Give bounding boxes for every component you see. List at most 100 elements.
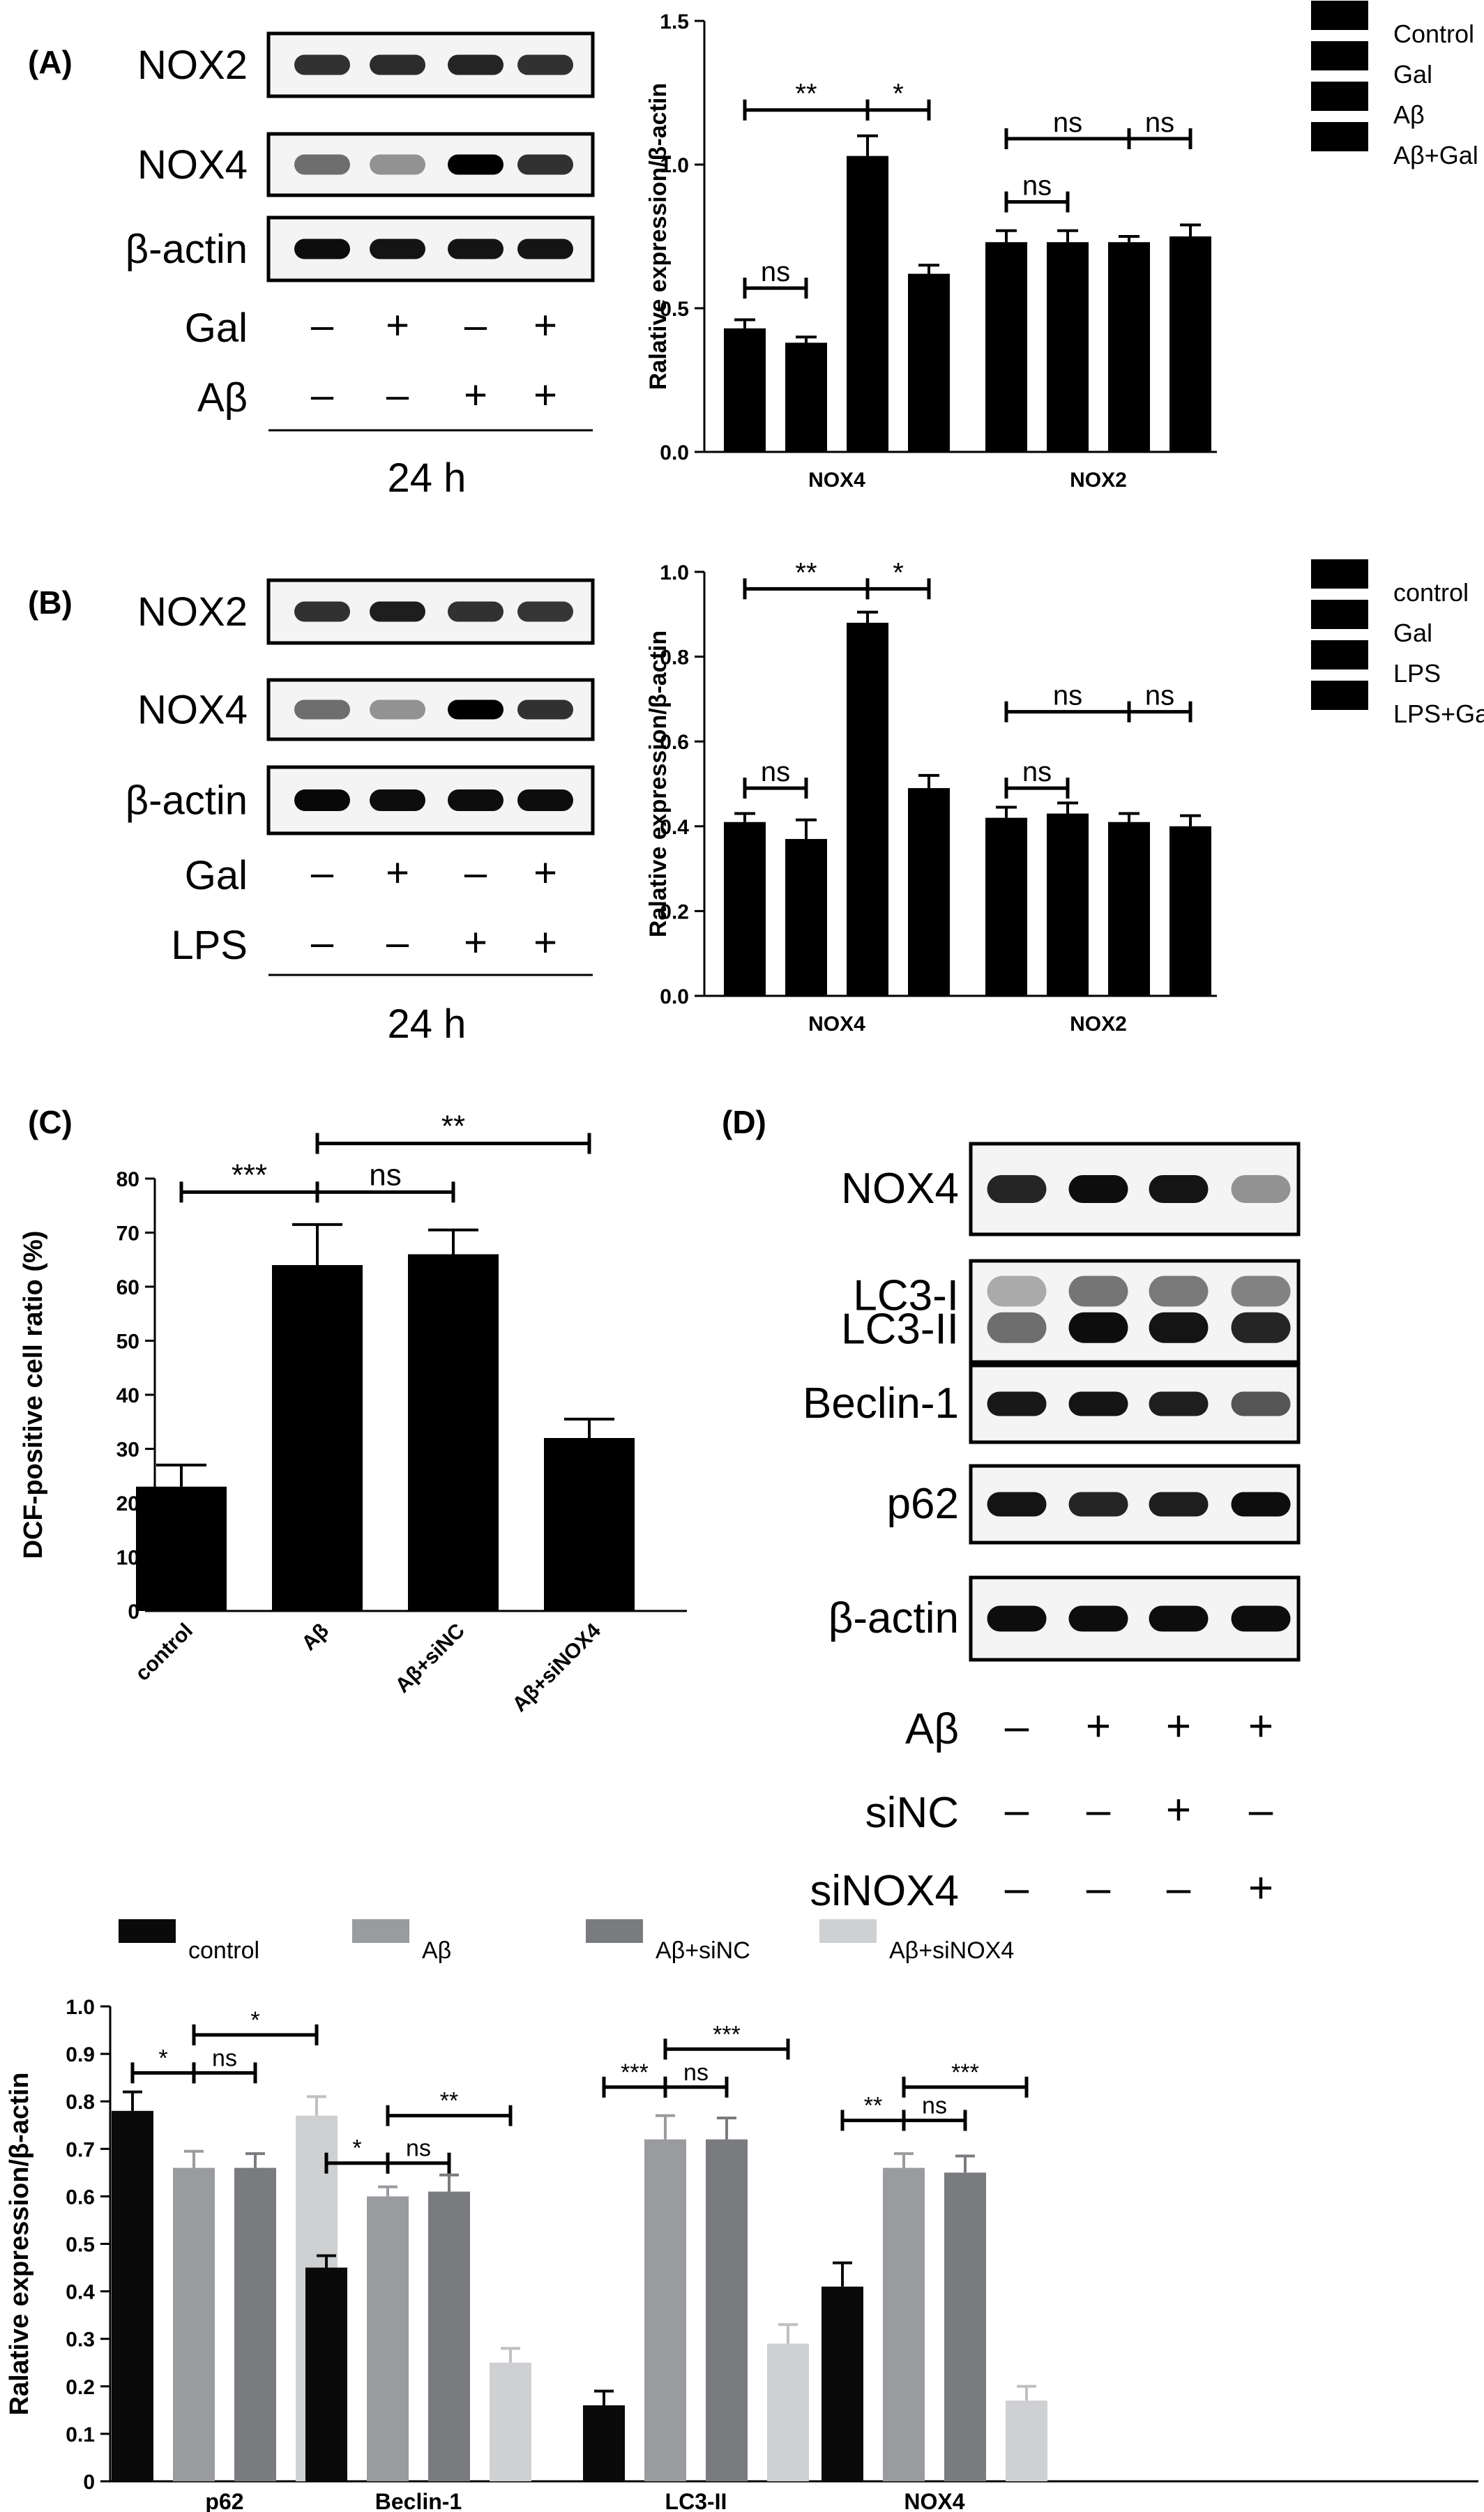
treatment-sign: – xyxy=(464,850,487,895)
treatment-label: Aβ xyxy=(905,1705,959,1753)
legend-swatch xyxy=(1311,41,1368,70)
treatment-sign: – xyxy=(1086,1864,1111,1912)
y-tick-label: 0.7 xyxy=(66,2138,95,2161)
western-blot-a: NOX2 NOX4 β-actin Gal – + – + Aβ – – + + xyxy=(126,31,595,432)
treatment-label: Gal xyxy=(185,305,248,351)
blot-band xyxy=(1231,1391,1291,1416)
blot-band xyxy=(517,601,573,622)
treatment-sign: – xyxy=(1005,1702,1029,1750)
y-tick-label: 80 xyxy=(116,1168,139,1191)
chart-bar xyxy=(821,2286,863,2481)
treatment-sign: – xyxy=(1249,1786,1273,1834)
chart-bar xyxy=(706,2139,748,2481)
chart-bar xyxy=(767,2343,809,2481)
legend-label: Gal xyxy=(1393,60,1432,89)
chart-bar xyxy=(136,1486,227,1611)
chart-bar xyxy=(724,822,766,996)
blot-band xyxy=(370,789,425,811)
blot-band xyxy=(987,1276,1047,1307)
blot-band xyxy=(517,154,573,175)
blot-row-label: LC3-I xyxy=(853,1272,959,1320)
blot-b-time-label: 24 h xyxy=(388,1001,467,1047)
blot-band xyxy=(1068,1276,1128,1307)
blot-band xyxy=(1149,1605,1209,1632)
significance-label: ** xyxy=(795,79,817,109)
legend-swatch xyxy=(1311,122,1368,151)
legend-swatch xyxy=(1311,1,1368,30)
chart-bar xyxy=(1047,813,1089,996)
treatment-sign: + xyxy=(1248,1702,1273,1750)
y-tick-label: 1.0 xyxy=(660,154,689,177)
y-tick-label: 0 xyxy=(83,2471,95,2494)
significance-label: ns xyxy=(1053,681,1082,711)
panel-letter-a: (A) xyxy=(28,44,73,80)
significance-label: * xyxy=(893,557,904,588)
blot-band xyxy=(987,1312,1047,1343)
blot-band xyxy=(370,154,425,175)
chart-bar xyxy=(644,2139,686,2481)
x-tick-label: NOX4 xyxy=(904,2489,964,2512)
treatment-sign: + xyxy=(1166,1702,1191,1750)
treatment-sign: – xyxy=(386,920,409,965)
chart-bar xyxy=(544,1438,635,1611)
legend-label: LPS+Gal xyxy=(1393,699,1484,728)
treatment-label: siNOX4 xyxy=(810,1867,959,1915)
treatment-sign: + xyxy=(464,372,487,418)
chart-bar xyxy=(1047,242,1089,452)
significance-label: ns xyxy=(683,2059,709,2086)
significance-label: *** xyxy=(713,2021,741,2048)
blot-band xyxy=(517,699,573,720)
blot-band xyxy=(370,54,425,75)
blot-row-label: NOX2 xyxy=(137,43,248,88)
blot-band xyxy=(987,1175,1047,1203)
x-tick-label: NOX4 xyxy=(808,1013,865,1036)
y-tick-label: 10 xyxy=(116,1547,139,1570)
treatment-sign: – xyxy=(311,372,334,418)
treatment-sign: – xyxy=(311,850,334,895)
y-tick-label: 0.4 xyxy=(66,2281,95,2304)
treatment-sign: – xyxy=(1086,1786,1111,1834)
x-tick-label: p62 xyxy=(205,2489,243,2512)
significance-label: * xyxy=(893,79,904,109)
blot-band xyxy=(1068,1492,1128,1517)
significance-label: * xyxy=(352,2135,361,2162)
y-axis-label: Ralative expression/β-actin xyxy=(645,83,672,390)
chart-b: 0.0 0.2 0.4 0.6 0.8 1.0 Ralative expression/β-… xyxy=(645,557,1484,1036)
legend-label: Aβ+siNC xyxy=(656,1937,750,1964)
legend-label: control xyxy=(188,1937,259,1964)
y-axis-label: Ralative expression/β-actin xyxy=(645,630,672,937)
legend-label: LPS xyxy=(1393,659,1441,688)
treatment-sign: + xyxy=(386,303,409,348)
significance-label: * xyxy=(250,2007,259,2034)
legend-label: Aβ xyxy=(1393,100,1425,129)
legend-swatch xyxy=(1311,559,1368,589)
x-tick-label: NOX4 xyxy=(808,469,865,492)
legend-swatch xyxy=(1311,681,1368,710)
blot-band xyxy=(294,239,350,259)
treatment-sign: + xyxy=(464,920,487,965)
y-tick-label: 40 xyxy=(116,1384,139,1407)
y-tick-label: 0.8 xyxy=(660,646,689,669)
blot-box xyxy=(969,1259,1301,1364)
chart-bar xyxy=(883,2167,925,2481)
treatment-sign: – xyxy=(464,303,487,348)
y-tick-label: 20 xyxy=(116,1492,139,1515)
significance-label: ns xyxy=(369,1158,401,1192)
y-tick-label: 1.5 xyxy=(660,10,689,33)
blot-row-label: p62 xyxy=(887,1480,959,1528)
treatment-sign: – xyxy=(1167,1864,1191,1912)
blot-band xyxy=(1149,1312,1209,1343)
chart-bar xyxy=(847,156,888,452)
chart-bar xyxy=(1169,826,1211,996)
legend-swatch xyxy=(1311,640,1368,669)
significance-label: ns xyxy=(212,2045,237,2071)
significance-label: ** xyxy=(440,2088,458,2114)
legend-swatch xyxy=(352,1919,409,1943)
blot-row-label: NOX4 xyxy=(841,1165,959,1213)
y-tick-label: 0.2 xyxy=(66,2376,95,2399)
panel-letter-b: (B) xyxy=(28,584,73,621)
blot-row-label: β-actin xyxy=(126,227,248,272)
chart-bar xyxy=(112,2110,153,2481)
blot-row-label: NOX2 xyxy=(137,589,248,635)
